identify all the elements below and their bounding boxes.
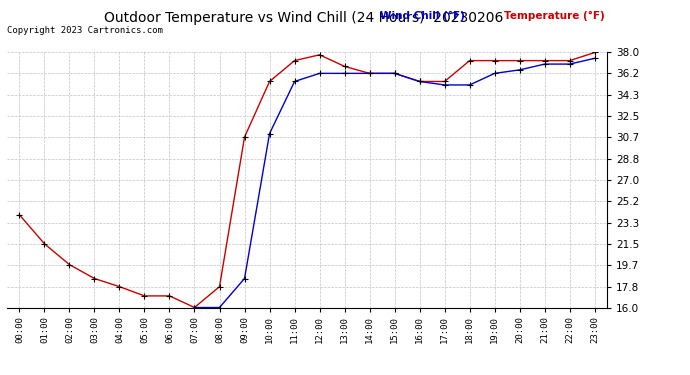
Text: Wind Chill (°F): Wind Chill (°F): [380, 11, 464, 21]
Text: Temperature (°F): Temperature (°F): [504, 11, 604, 21]
Text: Outdoor Temperature vs Wind Chill (24 Hours)  20230206: Outdoor Temperature vs Wind Chill (24 Ho…: [104, 11, 503, 25]
Text: Copyright 2023 Cartronics.com: Copyright 2023 Cartronics.com: [7, 26, 163, 35]
